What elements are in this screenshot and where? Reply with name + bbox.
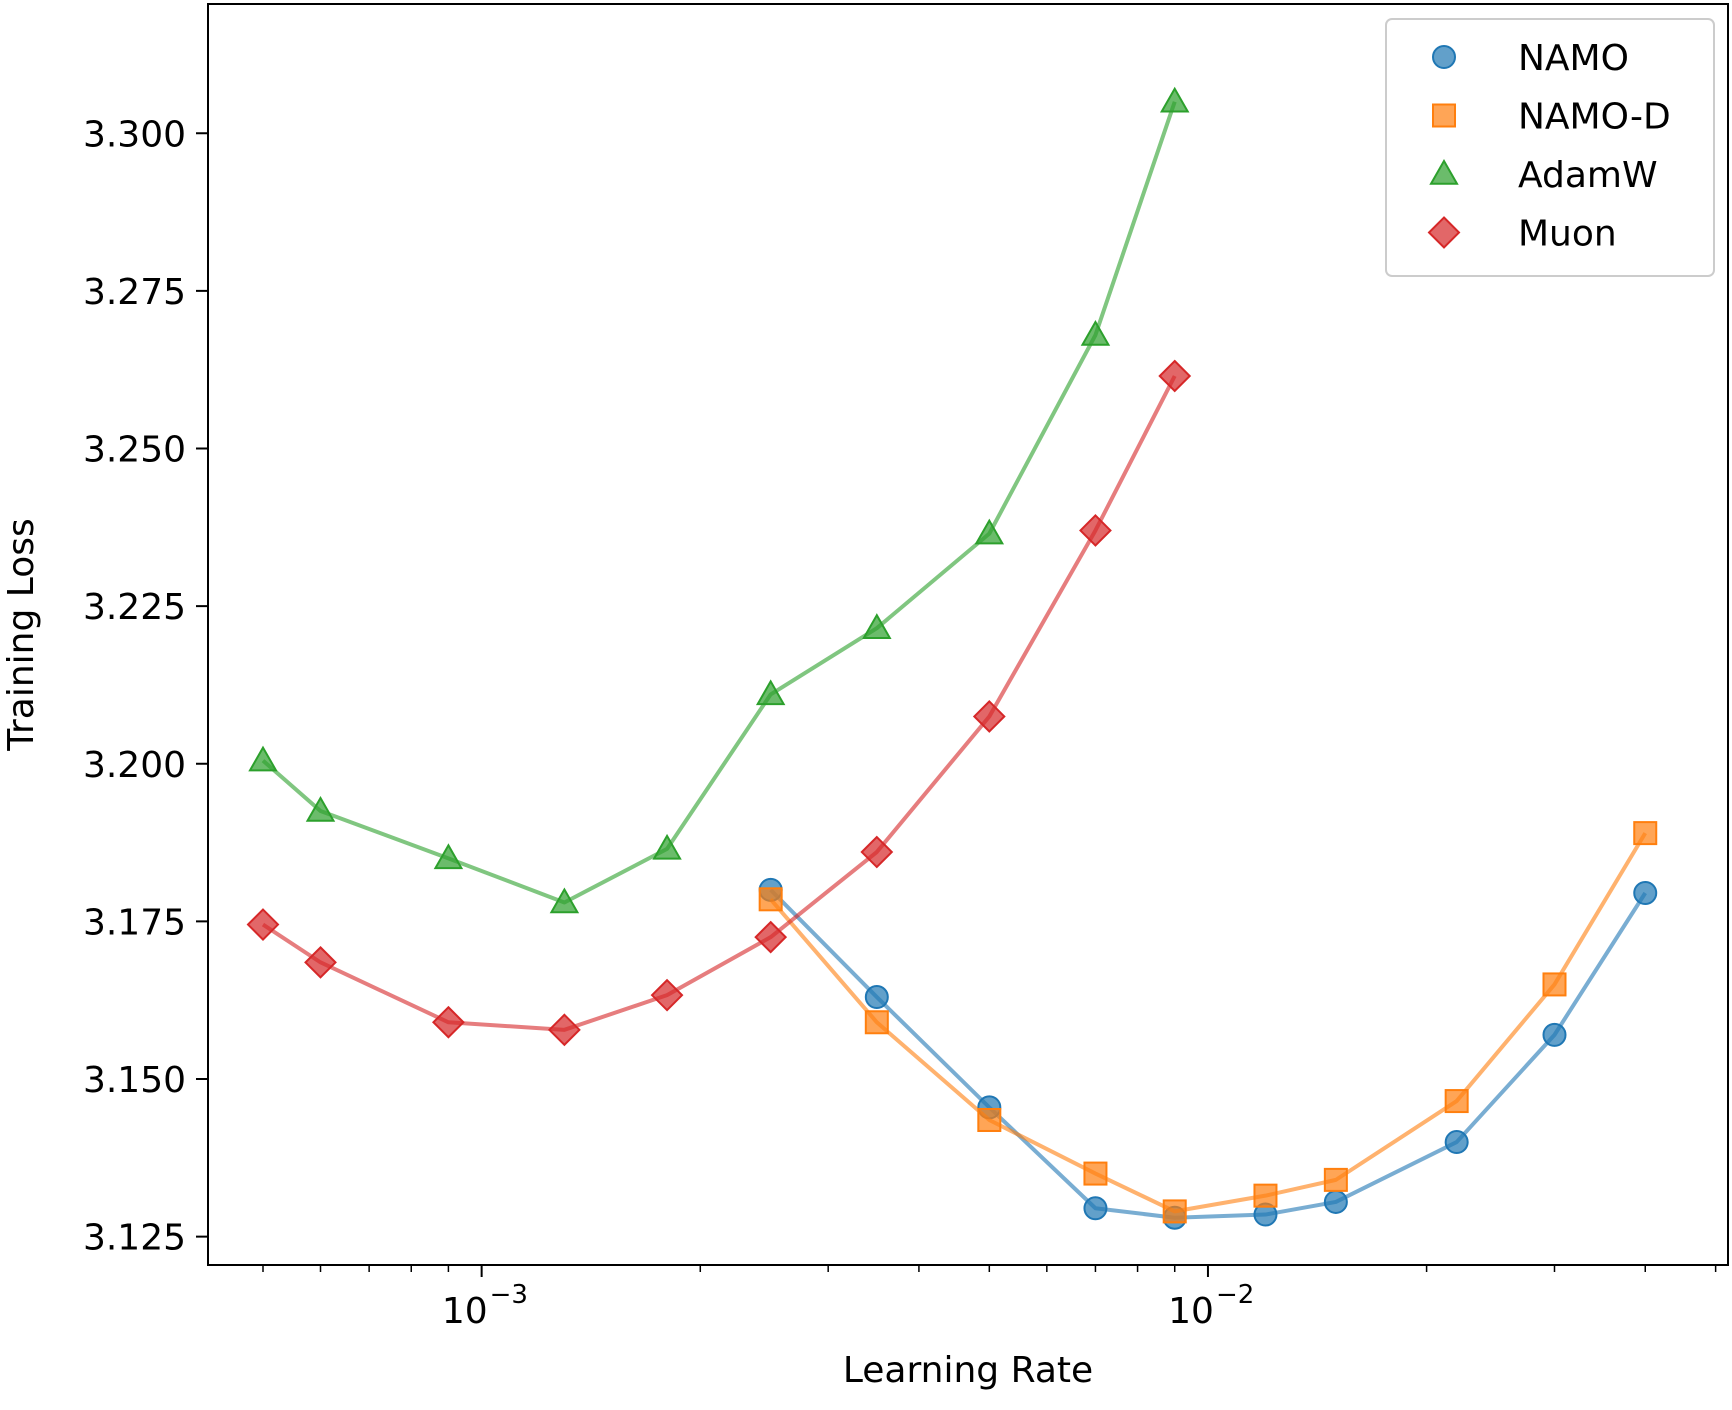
data-point <box>1444 1089 1469 1114</box>
y-tick-label: 3.125 <box>83 1218 186 1259</box>
data-point <box>246 908 280 941</box>
data-point <box>1083 1161 1108 1186</box>
x-tick-exponent: −2 <box>1216 1280 1254 1310</box>
data-point <box>1323 1189 1348 1214</box>
legend-item: NAMO <box>1432 38 1629 79</box>
legend-label: AdamW <box>1518 155 1658 196</box>
data-point <box>431 1005 465 1039</box>
data-point <box>1542 1022 1567 1047</box>
y-tick-label: 3.225 <box>83 587 186 628</box>
data-point <box>1542 972 1567 997</box>
data-point <box>304 945 337 979</box>
data-point <box>755 679 786 706</box>
legend-item: NAMO-D <box>1432 97 1671 138</box>
series-line <box>769 832 1647 1214</box>
data-point <box>972 700 1006 733</box>
legend-marker <box>1432 103 1456 128</box>
legend: NAMO NAMO-D AdamW Muon <box>1385 18 1715 277</box>
series-namo-d <box>758 821 1658 1224</box>
data-point <box>758 887 783 912</box>
data-point <box>547 1013 581 1047</box>
legend-item: Muon <box>1427 214 1617 255</box>
series-line <box>261 101 1177 905</box>
data-point <box>974 518 1005 545</box>
data-point <box>864 1010 889 1035</box>
data-point <box>1083 1196 1108 1221</box>
series-muon <box>246 359 1192 1047</box>
legend-label: NAMO-D <box>1518 97 1671 138</box>
data-point <box>862 613 892 639</box>
data-point <box>433 843 464 870</box>
data-point <box>754 920 788 954</box>
data-point <box>1633 821 1658 846</box>
x-axis-label: Learning Rate <box>843 1350 1093 1391</box>
legend-label: NAMO <box>1518 38 1629 79</box>
y-tick-label: 3.150 <box>83 1060 186 1101</box>
series-adamw <box>248 86 1190 914</box>
data-point <box>1159 86 1190 113</box>
data-point <box>1079 514 1112 547</box>
x-tick-base: 10 <box>442 1291 488 1332</box>
y-tick-label: 3.250 <box>83 430 186 471</box>
legend-marker <box>1429 158 1459 185</box>
x-tick-exponent: −3 <box>490 1280 528 1310</box>
series-line <box>261 375 1177 1032</box>
data-point <box>1158 359 1192 393</box>
y-axis-label: Training Loss <box>1 518 42 751</box>
data-point <box>1323 1167 1348 1192</box>
plot-frame <box>207 3 1729 1266</box>
data-point <box>305 796 336 822</box>
series-line <box>769 888 1647 1220</box>
x-tick-base: 10 <box>1168 1291 1214 1332</box>
legend-marker <box>1427 216 1461 249</box>
legend-marker <box>1432 45 1456 69</box>
legend-box <box>1385 18 1715 277</box>
data-point <box>864 985 889 1010</box>
data-point <box>1633 881 1658 906</box>
x-tick-label: 10 −3 <box>442 1280 528 1332</box>
x-tick-label: 10 −2 <box>1168 1280 1254 1332</box>
y-tick-label: 3.300 <box>83 114 186 155</box>
data-point <box>977 1107 1002 1132</box>
data-point <box>1162 1199 1187 1224</box>
data-point <box>549 887 580 914</box>
data-point <box>652 833 682 860</box>
data-point <box>1253 1183 1278 1208</box>
data-point <box>248 745 278 772</box>
data-point <box>650 978 684 1012</box>
data-point <box>1080 319 1111 346</box>
y-tick-label: 3.275 <box>83 272 186 313</box>
data-point <box>860 835 894 869</box>
y-tick-label: 3.200 <box>83 745 186 786</box>
y-tick-label: 3.175 <box>83 902 186 943</box>
data-point <box>1444 1130 1469 1155</box>
legend-item: AdamW <box>1429 155 1658 196</box>
legend-label: Muon <box>1518 214 1617 255</box>
